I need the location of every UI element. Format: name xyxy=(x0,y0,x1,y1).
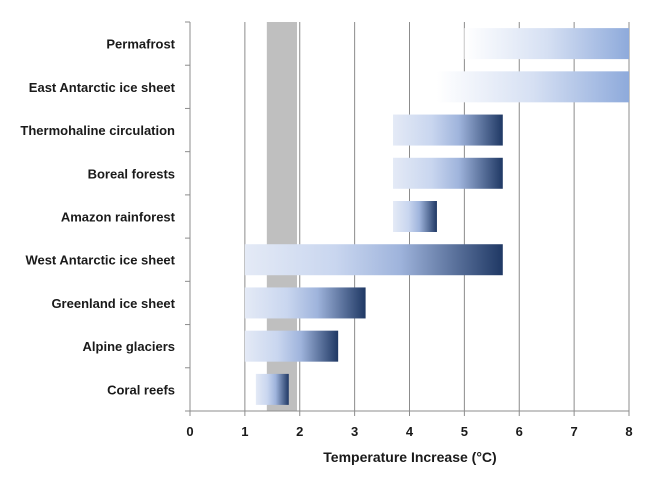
category-label: Coral reefs xyxy=(107,382,175,397)
category-label: Thermohaline circulation xyxy=(20,123,175,138)
x-tick-label: 5 xyxy=(461,424,468,439)
x-tick-label: 2 xyxy=(296,424,303,439)
x-tick-label: 7 xyxy=(571,424,578,439)
category-label: Amazon rainforest xyxy=(61,210,176,225)
category-label: West Antarctic ice sheet xyxy=(25,253,175,268)
category-label: Alpine glaciers xyxy=(83,339,175,354)
range-bar xyxy=(464,28,629,60)
range-bar xyxy=(255,373,289,405)
x-tick-label: 4 xyxy=(406,424,414,439)
range-bar xyxy=(393,201,437,232)
range-bar xyxy=(244,244,503,276)
category-label: Greenland ice sheet xyxy=(51,296,175,311)
category-label: Boreal forests xyxy=(88,166,175,181)
plot-area: Permafrost East Antarctic ice sheet Thermo… xyxy=(20,21,633,439)
x-axis-title: Temperature Increase (°C) xyxy=(323,449,496,465)
category-label: Permafrost xyxy=(106,37,175,52)
range-bar xyxy=(244,287,366,319)
x-tick-label: 8 xyxy=(625,424,632,439)
x-tick-label: 0 xyxy=(186,424,193,439)
range-bar xyxy=(393,157,503,189)
range-bar xyxy=(393,114,503,146)
x-tick-label: 3 xyxy=(351,424,358,439)
category-label: East Antarctic ice sheet xyxy=(29,80,176,95)
x-tick-label: 6 xyxy=(516,424,523,439)
range-bar xyxy=(436,71,629,103)
range-bar xyxy=(244,330,339,362)
x-tick-label: 1 xyxy=(241,424,248,439)
